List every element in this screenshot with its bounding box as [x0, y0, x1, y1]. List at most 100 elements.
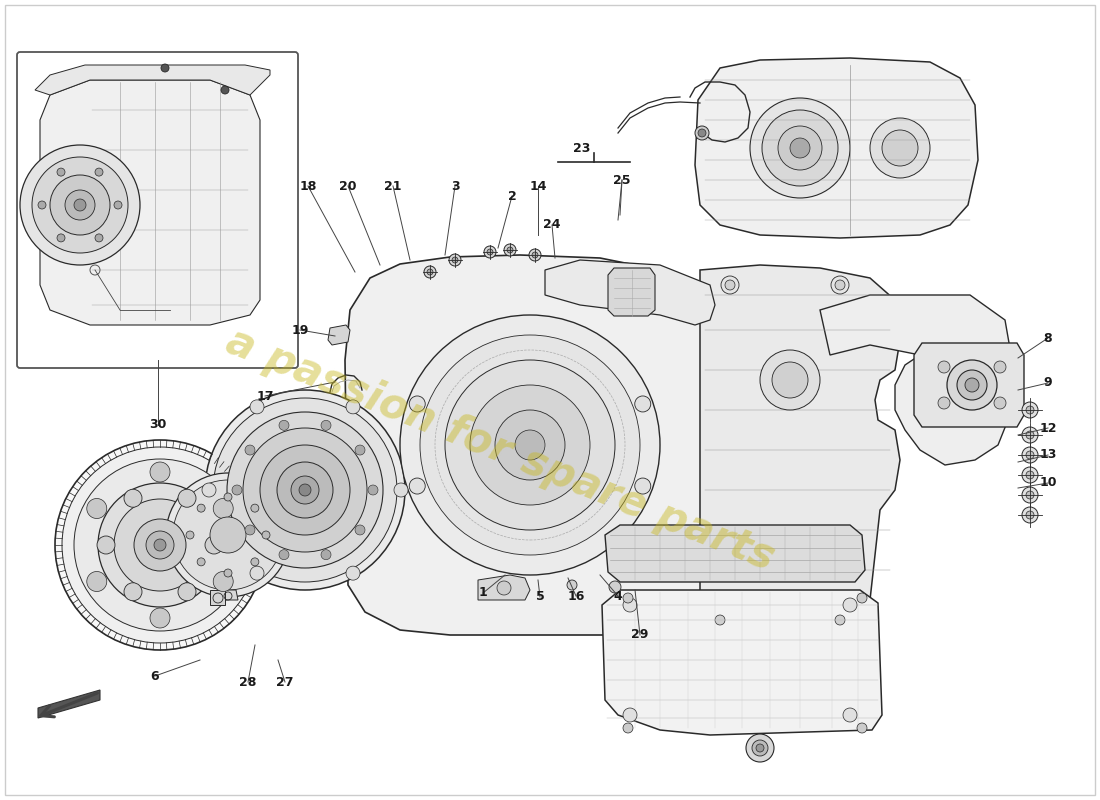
Circle shape [965, 378, 979, 392]
Circle shape [409, 478, 426, 494]
Circle shape [251, 558, 258, 566]
Circle shape [1026, 471, 1034, 479]
Circle shape [346, 400, 360, 414]
Text: 25: 25 [614, 174, 630, 186]
Polygon shape [39, 690, 100, 718]
Polygon shape [608, 268, 654, 316]
Circle shape [790, 138, 810, 158]
Circle shape [452, 257, 458, 263]
Circle shape [843, 598, 857, 612]
Circle shape [720, 276, 739, 294]
Text: 6: 6 [151, 670, 160, 682]
Text: 21: 21 [384, 179, 402, 193]
Text: 20: 20 [339, 179, 356, 193]
Circle shape [124, 582, 142, 601]
Circle shape [346, 566, 360, 580]
Circle shape [224, 569, 232, 577]
Circle shape [224, 493, 232, 501]
Circle shape [134, 519, 186, 571]
Circle shape [760, 350, 820, 410]
Polygon shape [602, 590, 882, 735]
Circle shape [947, 360, 997, 410]
Circle shape [1026, 511, 1034, 519]
Circle shape [20, 145, 140, 265]
Circle shape [772, 542, 808, 578]
Circle shape [529, 249, 541, 261]
Text: 4: 4 [614, 590, 623, 602]
Circle shape [250, 566, 264, 580]
Circle shape [210, 517, 246, 553]
Circle shape [355, 525, 365, 535]
FancyBboxPatch shape [16, 52, 298, 368]
Text: 27: 27 [276, 675, 294, 689]
Circle shape [830, 611, 849, 629]
Circle shape [114, 201, 122, 209]
Circle shape [623, 708, 637, 722]
Circle shape [205, 536, 223, 554]
Circle shape [1022, 467, 1038, 483]
Circle shape [260, 445, 350, 535]
Circle shape [870, 118, 930, 178]
Circle shape [74, 199, 86, 211]
Circle shape [95, 234, 103, 242]
Polygon shape [544, 260, 715, 325]
Circle shape [74, 459, 246, 631]
Circle shape [427, 269, 433, 275]
Circle shape [62, 447, 258, 643]
Circle shape [400, 315, 660, 575]
Polygon shape [820, 295, 1012, 465]
Circle shape [623, 723, 632, 733]
Polygon shape [914, 343, 1024, 427]
Text: 8: 8 [1044, 331, 1053, 345]
Circle shape [97, 536, 116, 554]
Circle shape [95, 168, 103, 176]
Text: 19: 19 [292, 323, 309, 337]
Circle shape [50, 175, 110, 235]
Circle shape [355, 445, 365, 455]
Circle shape [394, 483, 408, 497]
Circle shape [213, 398, 397, 582]
Circle shape [299, 484, 311, 496]
Circle shape [1022, 402, 1038, 418]
Circle shape [150, 462, 170, 482]
Circle shape [495, 410, 565, 480]
Text: 16: 16 [568, 590, 585, 602]
Circle shape [623, 598, 637, 612]
Circle shape [857, 723, 867, 733]
Circle shape [114, 499, 206, 591]
Text: 17: 17 [256, 390, 274, 402]
Circle shape [292, 476, 319, 504]
Circle shape [146, 531, 174, 559]
Circle shape [484, 246, 496, 258]
Circle shape [277, 462, 333, 518]
Circle shape [173, 480, 283, 590]
Circle shape [470, 385, 590, 505]
Text: a passion for spare parts: a passion for spare parts [220, 321, 780, 579]
Circle shape [1026, 451, 1034, 459]
Text: 3: 3 [451, 179, 460, 193]
Circle shape [609, 581, 622, 593]
Circle shape [368, 485, 378, 495]
Circle shape [251, 504, 258, 512]
Circle shape [32, 157, 128, 253]
Circle shape [424, 266, 436, 278]
Circle shape [87, 498, 107, 518]
Polygon shape [35, 65, 270, 95]
Circle shape [409, 396, 426, 412]
Circle shape [695, 126, 710, 140]
Circle shape [57, 168, 65, 176]
Circle shape [243, 428, 367, 552]
Circle shape [938, 397, 950, 409]
Circle shape [778, 126, 822, 170]
Circle shape [161, 64, 169, 72]
Circle shape [957, 370, 987, 400]
Text: 28: 28 [240, 675, 256, 689]
Circle shape [446, 360, 615, 530]
Text: 2: 2 [507, 190, 516, 202]
Circle shape [762, 110, 838, 186]
Text: 23: 23 [573, 142, 591, 154]
Circle shape [39, 201, 46, 209]
Circle shape [449, 254, 461, 266]
Text: 9: 9 [1044, 377, 1053, 390]
Circle shape [87, 571, 107, 591]
